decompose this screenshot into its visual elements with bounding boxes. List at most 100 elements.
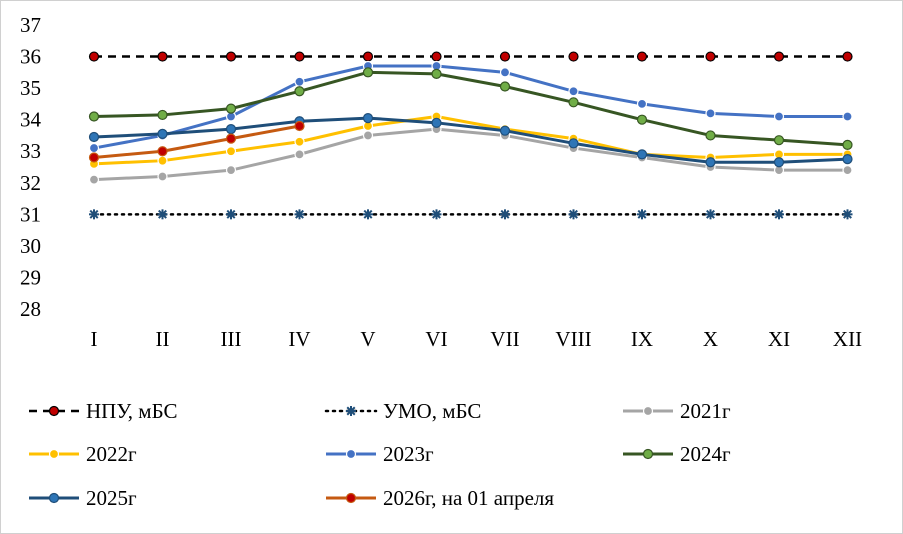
series-line-2 [93,127,848,182]
data-point [431,68,442,80]
legend-marker-5 [642,448,654,460]
data-point [225,51,237,62]
y-tick-label: 28 [20,297,41,321]
x-tick-label: III [221,327,242,351]
data-point [773,51,785,62]
data-point [294,149,305,160]
data-point [774,209,784,220]
data-point [294,136,305,147]
data-point [499,67,511,78]
data-point [363,209,373,220]
data-point [705,51,716,62]
y-tick-label: 34 [20,108,42,132]
data-point [568,86,579,97]
data-point [88,111,100,122]
y-tick-label: 37 [20,13,41,37]
data-point [88,51,100,62]
data-point [362,112,374,124]
x-tick-label: IX [631,327,653,351]
data-point [568,138,579,149]
legend-label-4: 2023г [383,442,434,466]
x-tick-label: X [703,327,718,351]
data-point [636,98,648,109]
legend-label-7: 2026г, на 01 апреля [383,486,554,510]
data-point [842,165,853,176]
data-point [636,51,648,62]
legend-label-6: 2025г [86,486,137,510]
data-point [225,124,237,135]
data-point [225,165,237,176]
data-point [431,117,442,128]
data-point [842,209,853,220]
x-tick-label: I [91,327,98,351]
data-point [842,51,853,62]
data-point [499,81,511,92]
y-tick-label: 31 [20,202,41,226]
data-point [705,108,716,119]
data-point [705,130,716,141]
series-line-3 [93,115,848,166]
data-point [637,209,647,220]
y-tick-label: 36 [20,45,41,69]
data-point [157,146,168,157]
data-point [705,209,716,220]
data-point [499,125,511,136]
data-point [362,130,374,141]
data-point [705,157,716,168]
data-point [773,111,785,122]
data-point [225,103,237,114]
data-point [225,133,237,144]
data-point [88,174,100,185]
legend-marker-2 [642,405,654,417]
data-point [294,120,305,132]
data-point [499,51,511,62]
y-tick-label: 29 [20,265,41,289]
legend-marker-3 [48,448,60,460]
y-tick-label: 33 [20,139,41,163]
legend-marker-0 [48,405,60,417]
legend-label-0: НПУ, мБС [86,399,178,423]
data-point [157,209,168,220]
legend-label-3: 2022г [86,442,137,466]
legend-marker-1 [346,406,356,416]
y-tick-label: 35 [20,76,41,100]
data-point [88,131,100,143]
data-point [842,154,853,165]
data-point [294,209,305,220]
x-tick-label: II [156,327,170,351]
data-point [226,209,236,220]
data-point [636,114,648,125]
legend-marker-4 [345,448,357,460]
data-point [294,51,305,62]
data-point [568,51,579,62]
data-point [568,97,579,108]
series-line-4 [93,64,848,150]
data-point [773,157,785,168]
series-line-6 [93,116,848,164]
data-point [500,209,510,220]
data-point [842,111,853,122]
x-tick-label: VI [425,327,447,351]
data-point [294,76,305,87]
data-point [88,142,100,154]
data-point [157,155,168,166]
data-point [225,146,237,157]
data-point [157,171,168,182]
y-tick-label: 32 [20,171,41,195]
data-point [362,51,374,62]
data-point [636,149,648,160]
data-point [88,152,100,163]
data-point [89,209,99,220]
data-point [773,135,785,146]
x-tick-label: XII [833,327,862,351]
x-tick-label: IV [288,327,310,351]
legend-label-2: 2021г [680,399,731,423]
y-tick-label: 30 [20,234,41,258]
data-point [157,109,168,121]
data-point [157,51,168,62]
x-tick-label: V [360,327,375,351]
legend-marker-7 [345,492,357,504]
data-point [431,209,442,220]
